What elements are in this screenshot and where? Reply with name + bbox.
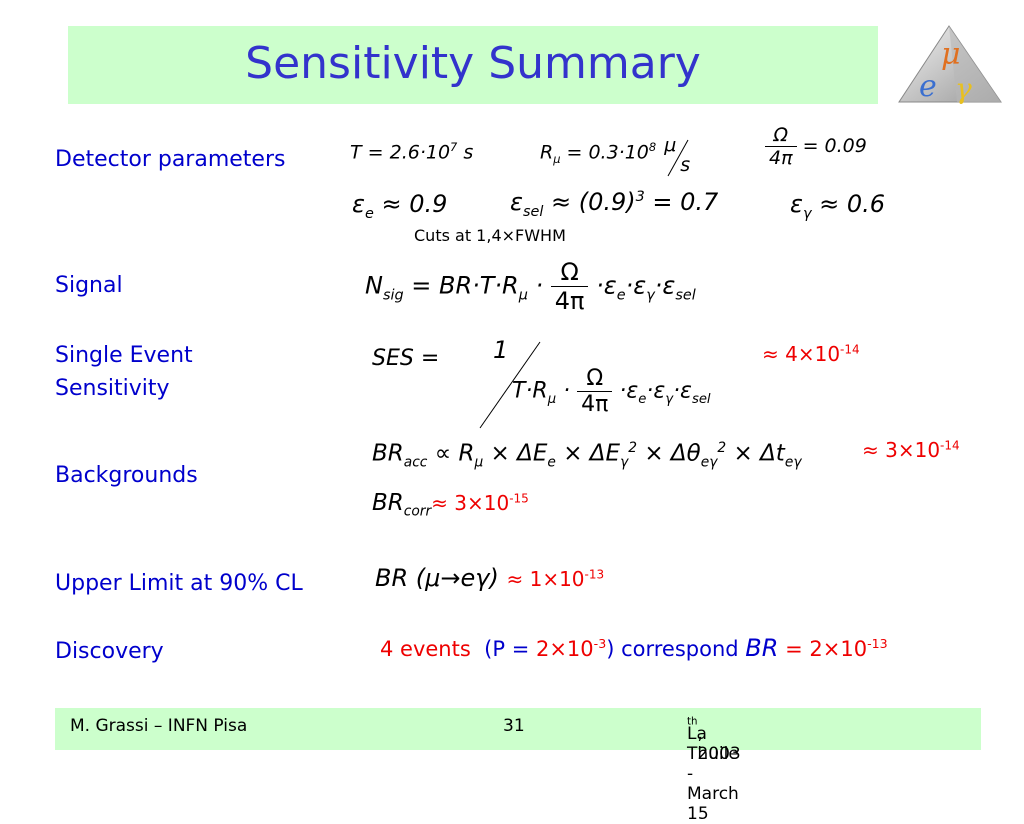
equation-ses-numerator: 1 (493, 336, 509, 364)
slide-title: Sensitivity Summary (245, 38, 701, 89)
equation-solid-angle: Ω 4π = 0.09 (765, 124, 867, 169)
svg-text:γ: γ (955, 72, 972, 104)
equation-ses-denominator: T·Rμ · Ω 4π ·εe·εγ·εsel (512, 366, 711, 417)
equation-upper-limit: BR (μ→eγ) ≈ 1×10-13 (375, 564, 605, 592)
equation-eps-e: εe ≈ 0.9 (352, 190, 448, 222)
equation-R-mu: Rμ = 0.3·108 μ s (540, 134, 691, 177)
upper-limit-result: ≈ 1×10-13 (506, 567, 605, 591)
br-acc-result: ≈ 3×10-14 (862, 438, 960, 462)
label-discovery: Discovery (55, 639, 164, 664)
ses-result: ≈ 4×10-14 (762, 342, 860, 366)
label-ses-line2: Sensitivity (55, 376, 170, 401)
equation-br-acc: BRacc ∝ Rμ × ΔEe × ΔEγ2 × Δθeγ2 × Δteγ (372, 440, 802, 471)
equation-signal: Nsig = BR·T·Rμ · Ω 4π ·εe·εγ·εsel (365, 258, 696, 315)
ses-fraction-slash (479, 341, 541, 429)
meg-logo-icon: μ e γ (898, 25, 1002, 104)
equation-br-corr: BRcorr≈ 3×10-15 (372, 490, 529, 520)
footer-bar: M. Grassi – INFN Pisa 31 La Thuile - Mar… (55, 708, 981, 824)
label-backgrounds: Backgrounds (55, 463, 198, 488)
equation-T: T = 2.6·107 s (350, 140, 474, 164)
equation-eps-gamma: εγ ≈ 0.6 (790, 190, 886, 222)
equation-ses-lhs: SES = (372, 346, 440, 371)
svg-text:e: e (919, 69, 937, 104)
equation-eps-sel: εsel ≈ (0.9)3 = 0.7 (510, 188, 719, 220)
label-detector-parameters: Detector parameters (55, 147, 286, 172)
footer-page-number: 31 (503, 716, 525, 736)
br-corr-result: ≈ 3×10-15 (431, 491, 529, 515)
label-upper-limit: Upper Limit at 90% CL (55, 571, 303, 596)
cuts-note: Cuts at 1,4×FWHM (414, 226, 566, 245)
label-ses-line1: Single Event (55, 343, 193, 368)
footer-author: M. Grassi – INFN Pisa (70, 716, 248, 736)
svg-text:μ: μ (941, 37, 961, 72)
label-signal: Signal (55, 273, 123, 298)
discovery-statement: 4 events (P = 2×10-3) correspond BR = 2×… (380, 634, 888, 662)
title-banner: Sensitivity Summary (68, 26, 878, 104)
